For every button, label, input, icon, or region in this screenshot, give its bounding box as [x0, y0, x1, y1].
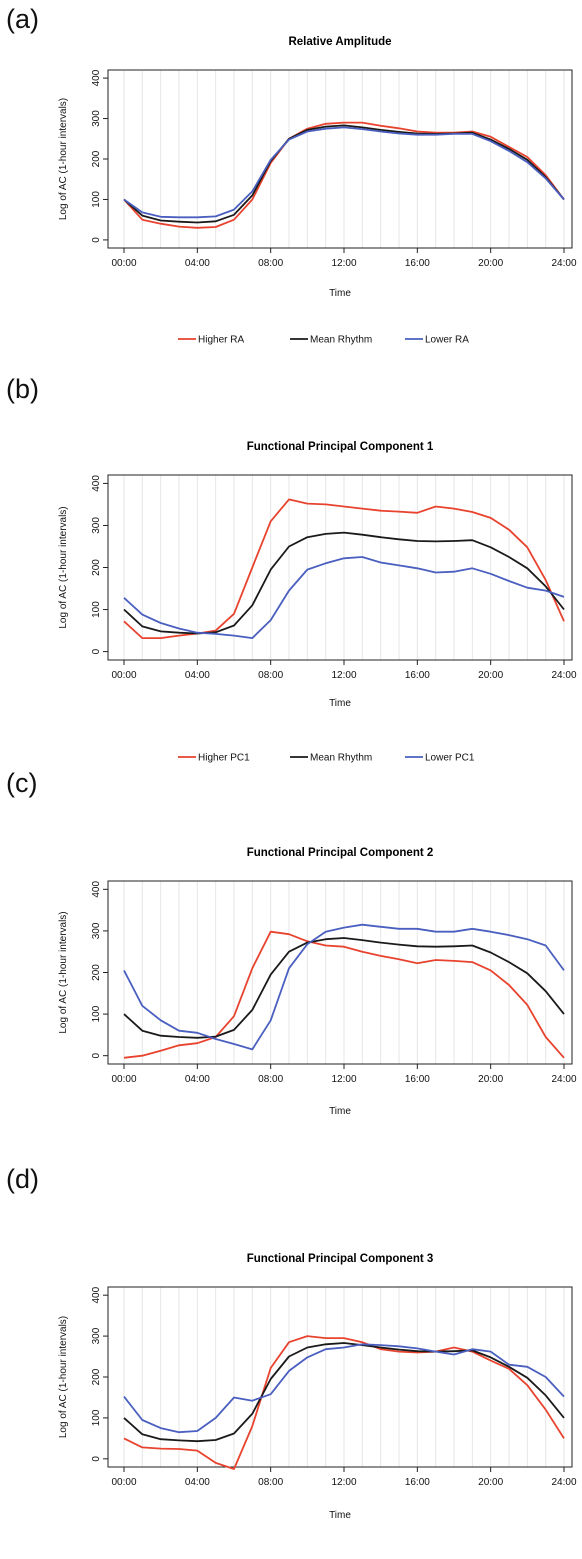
x-tick-label: 08:00: [258, 1477, 283, 1488]
panel-letter: (b): [6, 374, 39, 404]
legend-item: Lower PC1: [425, 753, 475, 764]
series-line: [123, 923, 565, 1051]
x-tick-label: 12:00: [331, 670, 356, 681]
legend-item: Mean Rhythm: [310, 753, 372, 764]
x-tick-label: 04:00: [185, 670, 210, 681]
y-tick-label: 0: [91, 648, 102, 654]
series-line: [123, 930, 565, 1059]
panel-c: (c) Functional Principal Component 2 0 100…: [0, 764, 582, 1160]
y-tick-label: 0: [91, 237, 102, 243]
legend-item: Higher PC1: [198, 753, 250, 764]
chart-fpc2: Functional Principal Component 2 0 100 200 3…: [58, 847, 577, 1117]
panel-b: (b) Functional Principal Component 1 0 100…: [0, 370, 582, 764]
y-tick-label: 200: [91, 559, 102, 576]
x-tick-label: 24:00: [551, 670, 576, 681]
series-line: [123, 1342, 565, 1443]
x-tick-label: 20:00: [478, 258, 503, 269]
x-tick-label: 12:00: [331, 1074, 356, 1085]
x-tick-label: 16:00: [405, 258, 430, 269]
x-tick-label: 08:00: [258, 258, 283, 269]
y-tick-label: 300: [91, 110, 102, 127]
chart-fpc1: Functional Principal Component 1 0 100 200 3…: [58, 441, 577, 764]
x-tick-label: 04:00: [185, 258, 210, 269]
x-axis-label: Time: [329, 698, 351, 709]
x-tick-label: 16:00: [405, 670, 430, 681]
x-axis-label: Time: [329, 1106, 351, 1117]
x-tick-label: 00:00: [111, 1477, 136, 1488]
series-line: [123, 556, 565, 640]
y-axis-label: Log of AC (1-hour intervals): [58, 1316, 69, 1438]
y-tick-label: 400: [91, 881, 102, 898]
y-tick-label: 100: [91, 601, 102, 618]
chart-title: Functional Principal Component 1: [247, 441, 434, 453]
y-tick-label: 0: [91, 1052, 102, 1058]
x-tick-label: 20:00: [478, 1477, 503, 1488]
series-line: [123, 121, 565, 229]
series-line: [123, 1335, 565, 1470]
y-tick-label: 300: [91, 1327, 102, 1344]
legend-item: Lower RA: [425, 335, 469, 346]
chart-title: Functional Principal Component 3: [247, 1253, 434, 1265]
x-tick-label: 00:00: [111, 670, 136, 681]
y-tick-label: 100: [91, 191, 102, 208]
chart-title: Functional Principal Component 2: [247, 847, 434, 859]
y-tick-label: 0: [91, 1456, 102, 1462]
x-tick-label: 08:00: [258, 670, 283, 681]
chart-relative-amplitude: Relative Amplitude 0 100 200 300 400 00:00 04:0…: [58, 36, 577, 346]
y-tick-label: 300: [91, 517, 102, 534]
y-tick-label: 400: [91, 69, 102, 86]
chart-fpc3: Functional Principal Component 3 0 100 200 3…: [58, 1253, 577, 1521]
panel-d: (d) Functional Principal Component 3 0 100…: [0, 1160, 582, 1559]
panel-letter: (c): [6, 768, 38, 798]
x-tick-label: 08:00: [258, 1074, 283, 1085]
series-line: [123, 126, 565, 219]
y-tick-label: 200: [91, 1368, 102, 1385]
y-tick-label: 200: [91, 150, 102, 167]
x-tick-label: 24:00: [551, 1477, 576, 1488]
x-tick-label: 00:00: [111, 1074, 136, 1085]
x-tick-label: 16:00: [405, 1074, 430, 1085]
y-axis-label: Log of AC (1-hour intervals): [58, 506, 69, 628]
x-tick-label: 12:00: [331, 1477, 356, 1488]
y-tick-label: 100: [91, 1005, 102, 1022]
chart-title: Relative Amplitude: [288, 36, 391, 48]
y-axis-label: Log of AC (1-hour intervals): [58, 98, 69, 220]
y-tick-label: 400: [91, 475, 102, 492]
x-axis-label: Time: [329, 1510, 351, 1521]
x-tick-label: 20:00: [478, 670, 503, 681]
x-tick-label: 16:00: [405, 1477, 430, 1488]
x-tick-label: 20:00: [478, 1074, 503, 1085]
panel-letter: (d): [6, 1164, 39, 1194]
x-tick-label: 04:00: [185, 1074, 210, 1085]
x-tick-label: 24:00: [551, 258, 576, 269]
x-tick-label: 00:00: [111, 258, 136, 269]
x-tick-label: 04:00: [185, 1477, 210, 1488]
legend-item: Mean Rhythm: [310, 335, 372, 346]
series-line: [123, 124, 565, 224]
panel-letter: (a): [6, 4, 39, 34]
series-line: [123, 937, 565, 1039]
panel-a: (a) Relative Amplitude 0 100 200 300 400 00:00…: [0, 0, 582, 370]
x-tick-label: 24:00: [551, 1074, 576, 1085]
y-tick-label: 300: [91, 922, 102, 939]
y-tick-label: 200: [91, 964, 102, 981]
y-tick-label: 400: [91, 1286, 102, 1303]
x-axis-label: Time: [329, 288, 351, 299]
x-tick-label: 12:00: [331, 258, 356, 269]
legend-item: Higher RA: [198, 335, 244, 346]
series-line: [123, 1343, 565, 1434]
y-axis-label: Log of AC (1-hour intervals): [58, 911, 69, 1033]
y-tick-label: 100: [91, 1409, 102, 1426]
